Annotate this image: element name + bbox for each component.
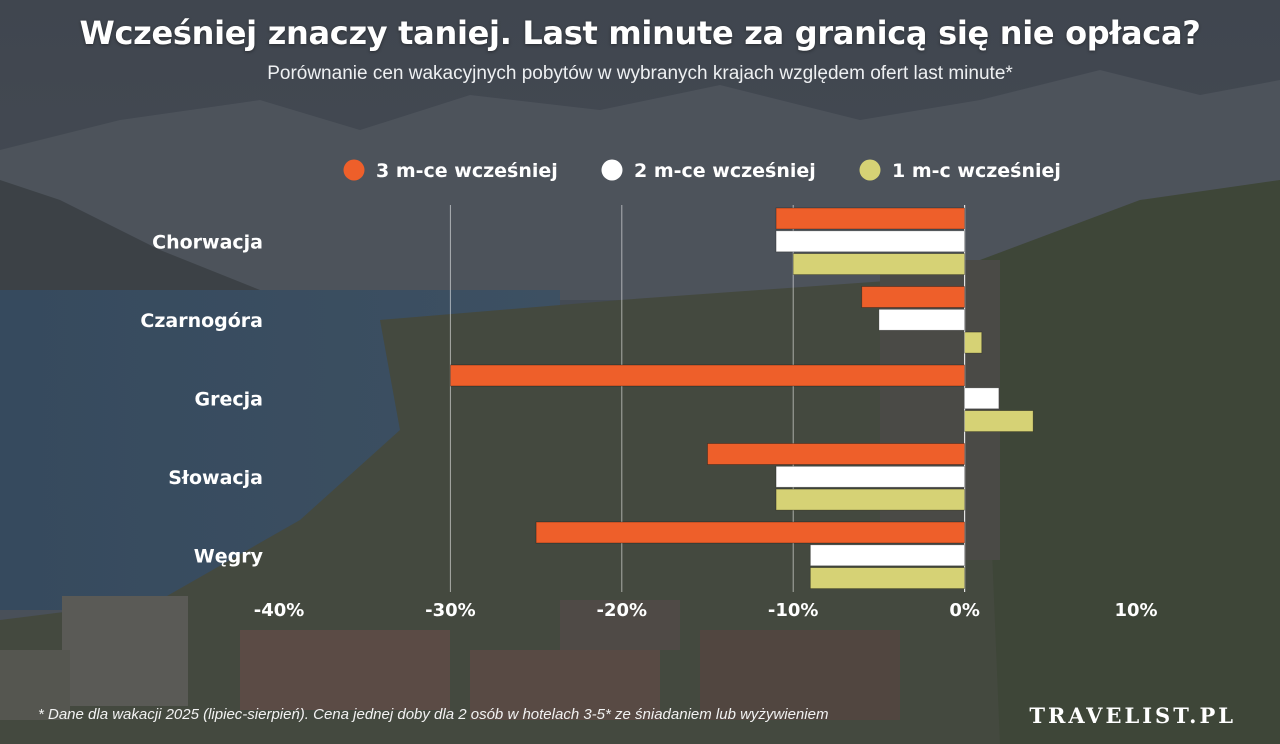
building bbox=[62, 596, 188, 706]
bar-2 bbox=[964, 387, 1000, 410]
legend-label: 1 m-c wcześniej bbox=[892, 160, 1061, 182]
x-tick-label: -10% bbox=[768, 600, 819, 621]
bar-1 bbox=[707, 443, 966, 465]
bar-2 bbox=[775, 465, 965, 488]
legend-label: 3 m-ce wcześniej bbox=[376, 160, 558, 182]
brand-logo: TRAVELIST.PL bbox=[1029, 703, 1236, 728]
legend: 3 m-ce wcześniej 2 m-ce wcześniej 1 m-c wc… bbox=[343, 159, 1061, 182]
bars bbox=[449, 207, 1034, 589]
x-tick-label: 10% bbox=[1114, 600, 1157, 621]
legend-swatch bbox=[343, 159, 365, 181]
chart-title: Wcześniej znaczy taniej. Last minute za … bbox=[79, 14, 1201, 52]
x-tick-label: 0% bbox=[949, 600, 980, 621]
chart-subtitle: Porównanie cen wakacyjnych pobytów w wyb… bbox=[267, 63, 1013, 84]
category-label: Węgry bbox=[194, 545, 264, 567]
bar-2 bbox=[775, 230, 965, 253]
x-axis-ticks: -40% -30% -20% -10% 0% 10% bbox=[254, 600, 1158, 621]
legend-label: 2 m-ce wcześniej bbox=[634, 160, 816, 182]
bar-1 bbox=[535, 521, 965, 544]
category-label: Grecja bbox=[195, 388, 263, 410]
category-label: Słowacja bbox=[168, 467, 263, 489]
bar-3 bbox=[809, 567, 966, 589]
x-tick-label: -40% bbox=[254, 600, 305, 621]
category-label: Czarnogóra bbox=[140, 310, 263, 332]
mountain-left bbox=[0, 180, 380, 320]
bar-1 bbox=[775, 207, 965, 230]
category-label: Chorwacja bbox=[152, 231, 263, 253]
building bbox=[560, 600, 680, 650]
building bbox=[700, 630, 900, 720]
bar-1 bbox=[449, 364, 966, 387]
building bbox=[470, 650, 660, 720]
footnote: * Dane dla wakacji 2025 (lipiec-sierpień… bbox=[38, 706, 829, 723]
category-labels: Chorwacja Czarnogóra Grecja Słowacja Węgry bbox=[140, 231, 263, 567]
legend-swatch bbox=[601, 159, 623, 181]
bar-3 bbox=[775, 488, 965, 511]
bar-3 bbox=[964, 331, 983, 354]
x-tick-label: -30% bbox=[425, 600, 476, 621]
x-tick-label: -20% bbox=[597, 600, 648, 621]
bar-2 bbox=[809, 544, 966, 567]
hillside-green bbox=[980, 180, 1280, 744]
building bbox=[0, 650, 70, 720]
bar-1 bbox=[861, 286, 966, 308]
bar-2 bbox=[878, 308, 966, 331]
legend-swatch bbox=[859, 159, 881, 181]
building bbox=[240, 630, 450, 710]
bar-3 bbox=[792, 253, 966, 276]
bar-3 bbox=[964, 410, 1034, 433]
